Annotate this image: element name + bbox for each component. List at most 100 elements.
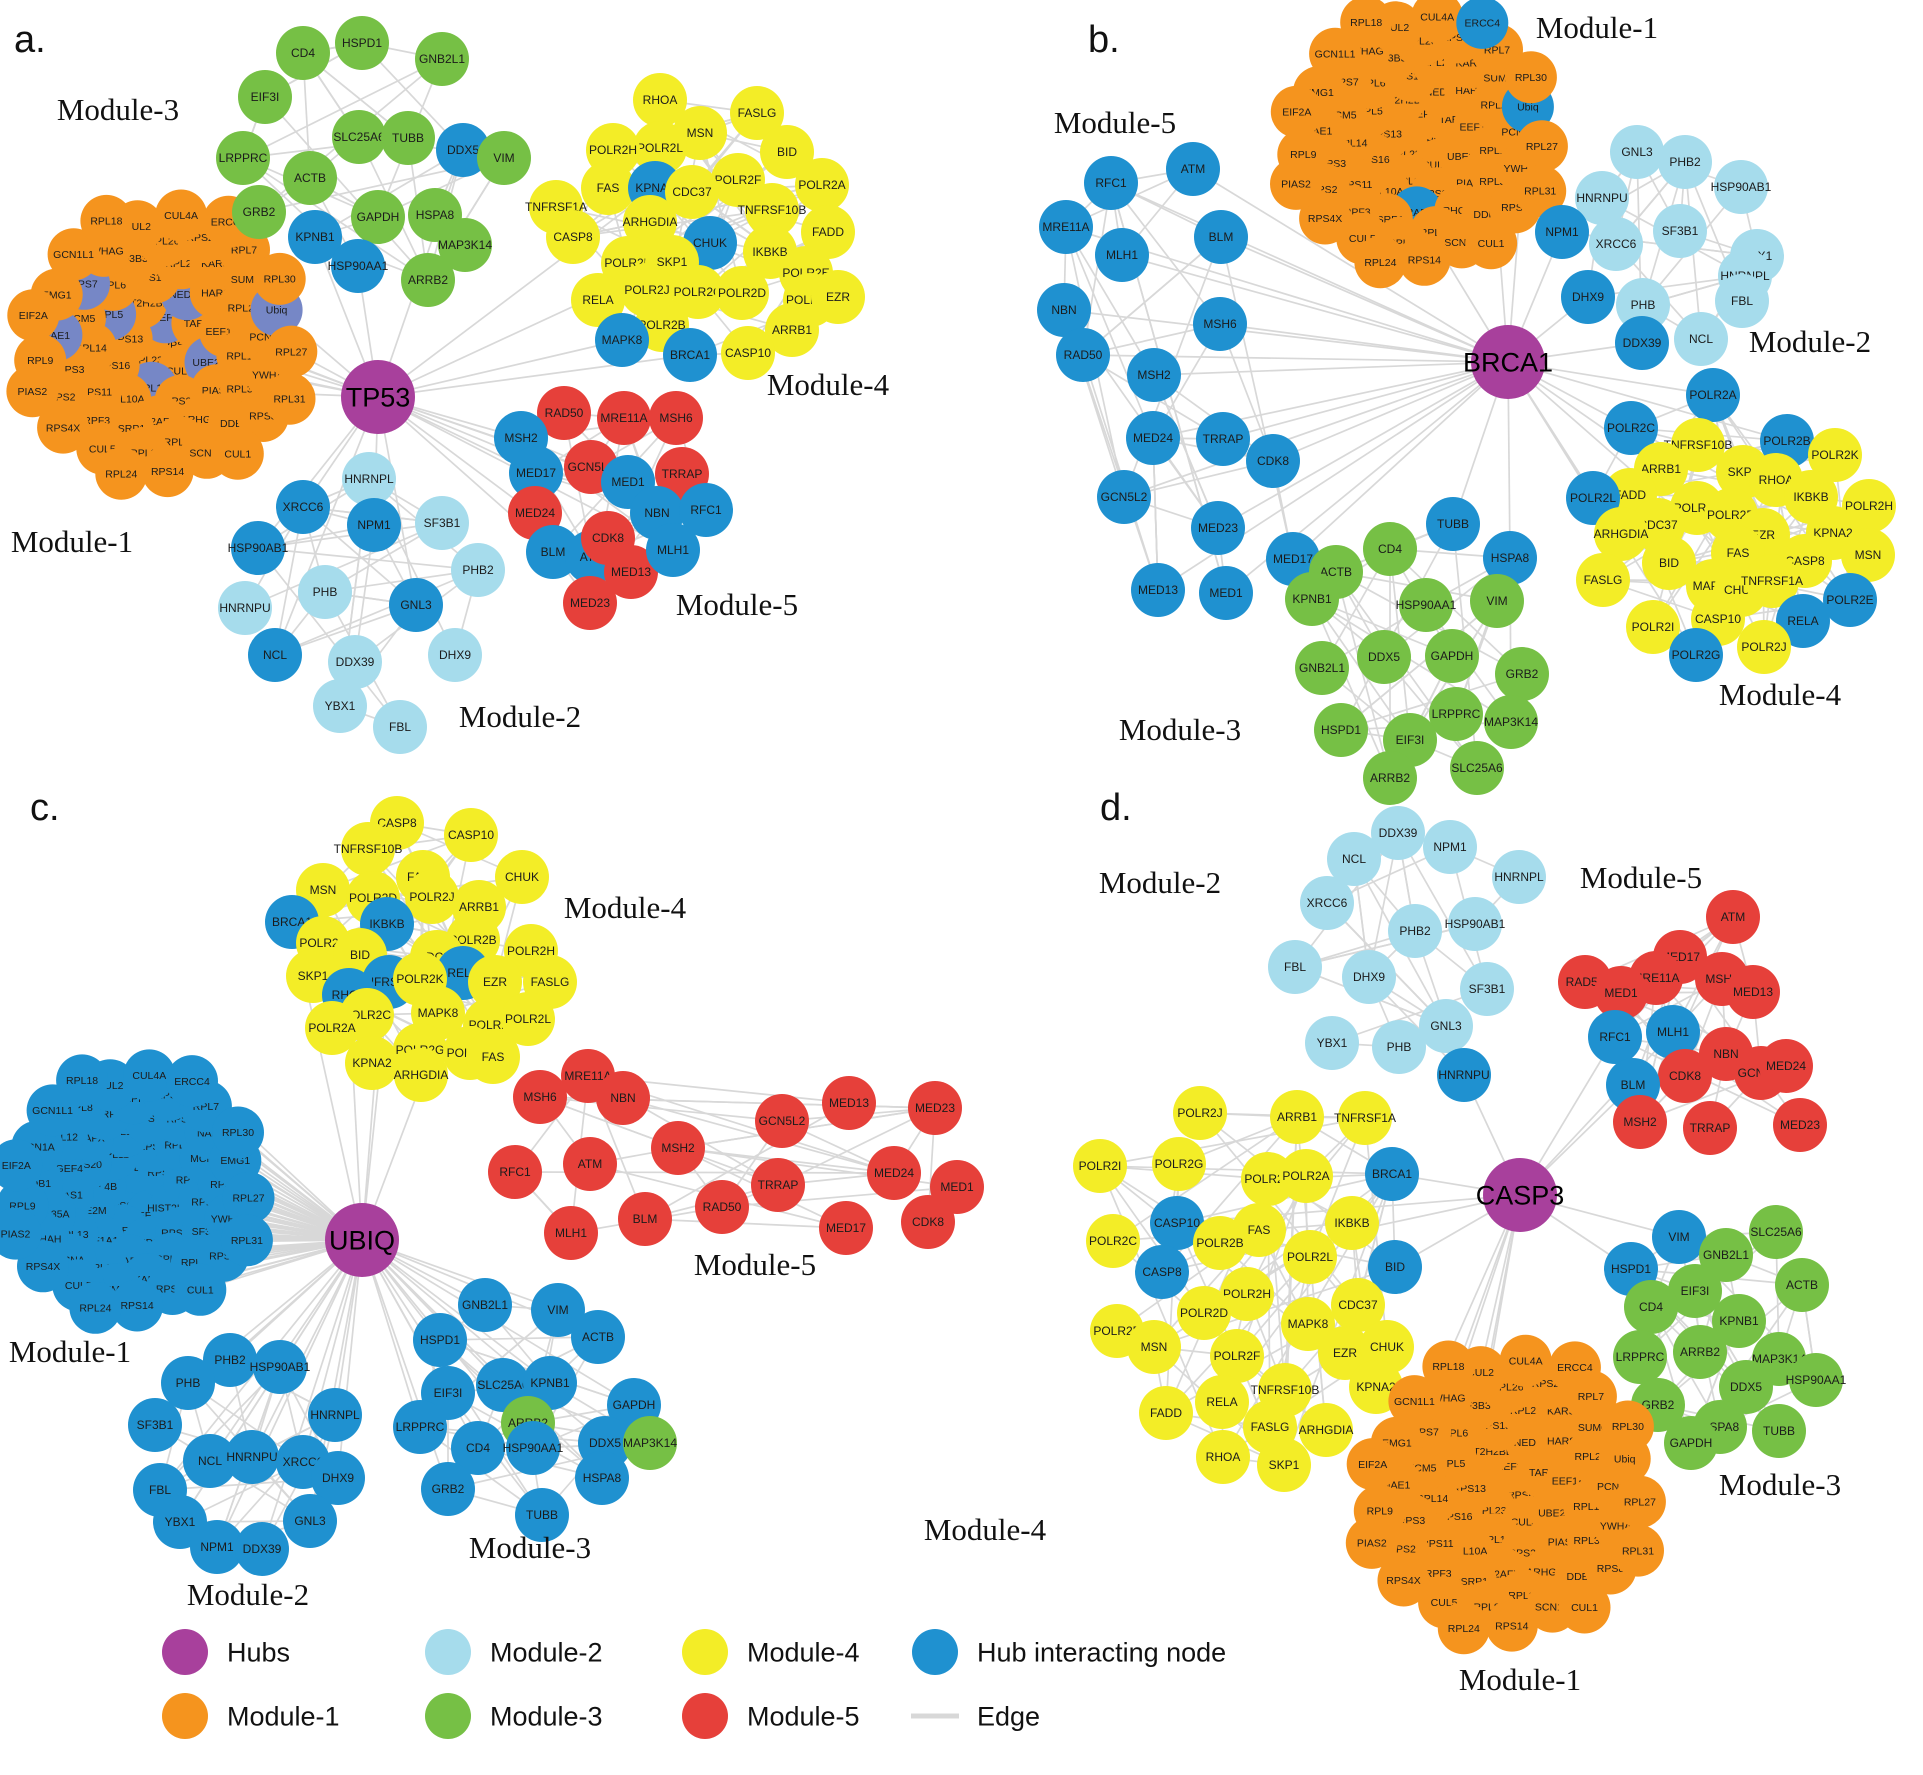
node-polr2j — [405, 870, 459, 924]
node-arhgdia — [394, 1048, 448, 1102]
node-pias2 — [1345, 1516, 1398, 1569]
node-ddx39 — [235, 1522, 289, 1576]
node-sf3b1 — [1653, 204, 1707, 258]
node-skp1 — [1257, 1438, 1311, 1492]
edge — [1222, 361, 1509, 440]
node-hnrnpu — [1437, 1048, 1491, 1102]
node-rpl30 — [1601, 1400, 1654, 1453]
node-msh2 — [1127, 348, 1181, 402]
node-rpl30 — [212, 1106, 264, 1159]
node-hsp90aa1 — [506, 1421, 560, 1475]
node-nbn — [1037, 283, 1091, 337]
node-polr2l — [501, 992, 555, 1046]
legend-label: Module-5 — [747, 1701, 860, 1731]
node-arrb1 — [765, 303, 819, 357]
node-gnb2l1 — [415, 32, 469, 86]
node-hspa8 — [1483, 531, 1537, 585]
node-casp10 — [1150, 1196, 1204, 1250]
edge — [1099, 1165, 1205, 1314]
node-med23 — [1773, 1098, 1827, 1152]
node-phb — [1372, 1020, 1426, 1074]
node-rps4x — [1299, 192, 1352, 245]
node-polr2a — [1279, 1149, 1333, 1203]
node-msh6 — [649, 391, 703, 445]
edge — [1082, 236, 1222, 356]
node-dhx9 — [1561, 270, 1615, 324]
edge — [1311, 598, 1391, 779]
edge — [377, 339, 623, 398]
node-kpnb1 — [1285, 572, 1339, 626]
node-polr2d — [1177, 1286, 1231, 1340]
node-cul4a — [1499, 1334, 1552, 1387]
node-med23 — [563, 576, 617, 630]
module-label: Module-2 — [1749, 324, 1871, 359]
module-label: Module-5 — [1054, 105, 1176, 140]
module-label: Module-4 — [564, 890, 687, 925]
node-cul1 — [1465, 217, 1518, 270]
edge — [1331, 988, 1488, 1044]
node-gapdh — [1425, 629, 1479, 683]
panel-label-d: d. — [1100, 787, 1132, 829]
node-rps14 — [1398, 233, 1451, 286]
node-rps4x — [37, 401, 90, 454]
node-mapk8 — [1281, 1297, 1335, 1351]
node-gnl3 — [389, 578, 443, 632]
node-sf3b1 — [415, 496, 469, 550]
edge — [1217, 361, 1509, 529]
edge — [1292, 361, 1509, 560]
edge — [216, 1414, 336, 1548]
module-label: Module-4 — [767, 367, 890, 402]
edge — [644, 1102, 850, 1220]
node-vim — [531, 1283, 585, 1337]
node-mapk8 — [595, 313, 649, 367]
node-ddx5 — [1357, 630, 1411, 684]
legend-label: Module-4 — [747, 1637, 860, 1667]
legend-swatch-module-1 — [162, 1693, 208, 1739]
node-fas — [581, 161, 635, 215]
node-ikbkb — [1325, 1196, 1379, 1250]
node-polr2c — [1086, 1214, 1140, 1268]
edge — [1121, 254, 1509, 363]
node-hsp90ab1 — [231, 521, 285, 575]
node-gapdh — [1664, 1416, 1718, 1470]
node-dhx9 — [428, 628, 482, 682]
hub-node-casp3 — [1483, 1158, 1557, 1232]
node-grb2 — [421, 1462, 475, 1516]
edge — [377, 187, 656, 398]
hub-label: BRCA1 — [1463, 347, 1553, 377]
node-polr2g — [1152, 1137, 1206, 1191]
node-casp10 — [444, 808, 498, 862]
node-slc25a6 — [332, 110, 386, 164]
node-med17 — [1266, 532, 1320, 586]
node-pias2 — [1270, 157, 1322, 210]
node-cdc37 — [665, 165, 719, 219]
edge — [1153, 361, 1509, 376]
hub-label: CASP3 — [1476, 1180, 1565, 1210]
node-rad50 — [537, 386, 591, 440]
node-polr2j — [1173, 1086, 1227, 1140]
node-hspd1 — [335, 16, 389, 70]
labels-panel-d: Module-2 Module-5 Module-4 Module-3 Module-1… — [924, 787, 1841, 1697]
node-polr2l — [1283, 1230, 1337, 1284]
node-rpl18 — [1422, 1340, 1475, 1393]
node-lrpprc — [1429, 687, 1483, 741]
node-actb — [283, 151, 337, 205]
legend-label: Module-3 — [490, 1701, 603, 1731]
node-map3k14 — [623, 1416, 677, 1470]
node-med1 — [1594, 966, 1648, 1020]
node-polr2b — [1193, 1216, 1247, 1270]
node-faslg — [1576, 553, 1630, 607]
node-vim — [1470, 574, 1524, 628]
node-phb — [161, 1356, 215, 1410]
node-rela — [1195, 1375, 1249, 1429]
node-med1 — [1199, 566, 1253, 620]
node-ercc4 — [166, 1055, 218, 1108]
edge — [777, 1107, 936, 1186]
node-xrcc6 — [1300, 876, 1354, 930]
node-atm — [1166, 142, 1220, 196]
node-ybx1 — [1305, 1016, 1359, 1070]
node-mlh1 — [1095, 228, 1149, 282]
node-tubb — [515, 1488, 569, 1542]
node-cul1 — [211, 427, 264, 480]
node-hsp90ab1 — [1448, 897, 1502, 951]
